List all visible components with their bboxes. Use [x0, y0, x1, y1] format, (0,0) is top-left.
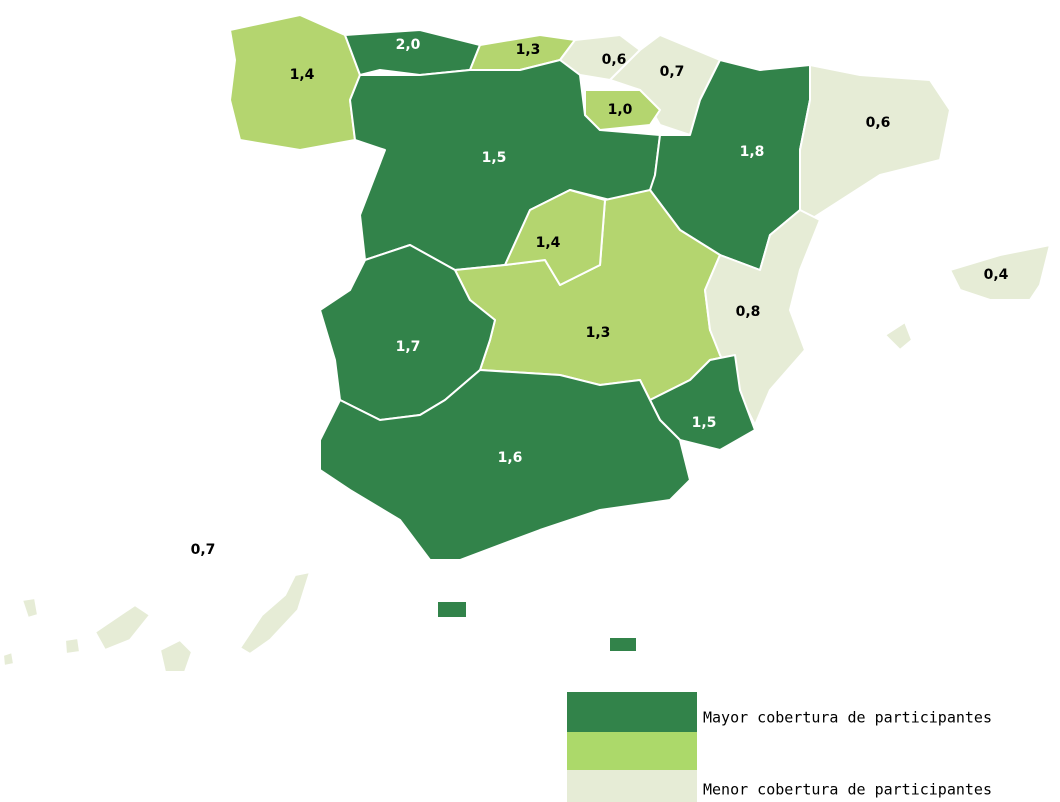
region-label: 1,6 [498, 450, 523, 466]
region-label: 1,0 [608, 102, 633, 118]
region-label: 1,7 [396, 339, 421, 355]
region-shape [2, 651, 15, 667]
region-shape [949, 244, 1051, 301]
region-shape [94, 604, 151, 651]
region-label: 1,3 [586, 325, 611, 341]
region-label: 2,0 [396, 37, 421, 53]
region-label: 0,6 [602, 52, 627, 68]
legend-swatch [567, 770, 697, 802]
region-label: 1,3 [516, 42, 541, 58]
region-label: 1,5 [692, 415, 717, 431]
region-label: 1,8 [740, 144, 765, 160]
region-shape [64, 637, 81, 655]
region-label: 1,4 [290, 67, 315, 83]
region-label: 1,5 [482, 150, 507, 166]
region-label: 0,8 [736, 304, 761, 320]
region-shape [319, 369, 691, 561]
region-label: 0,7 [660, 64, 685, 80]
region-shape [884, 321, 913, 351]
region-shape [436, 600, 468, 619]
region-shape [608, 636, 638, 653]
legend-swatch [567, 692, 697, 732]
region-label: 0,6 [866, 115, 891, 131]
region-label: 1,7 [612, 612, 637, 628]
region-label: 0,4 [984, 267, 1009, 283]
region-label: 1,9 [439, 578, 464, 594]
region-shape [21, 597, 39, 619]
region-shape [504, 189, 606, 286]
legend-swatch [567, 732, 697, 770]
region-shape [584, 89, 661, 131]
legend-label: Menor cobertura de participantes [703, 781, 992, 799]
region-label: 0,7 [191, 542, 216, 558]
region-shape [799, 64, 951, 221]
legend-label: Mayor cobertura de participantes [703, 709, 992, 727]
region-label: 1,4 [536, 235, 561, 251]
region-shape [159, 639, 193, 673]
region-shape [239, 571, 311, 655]
